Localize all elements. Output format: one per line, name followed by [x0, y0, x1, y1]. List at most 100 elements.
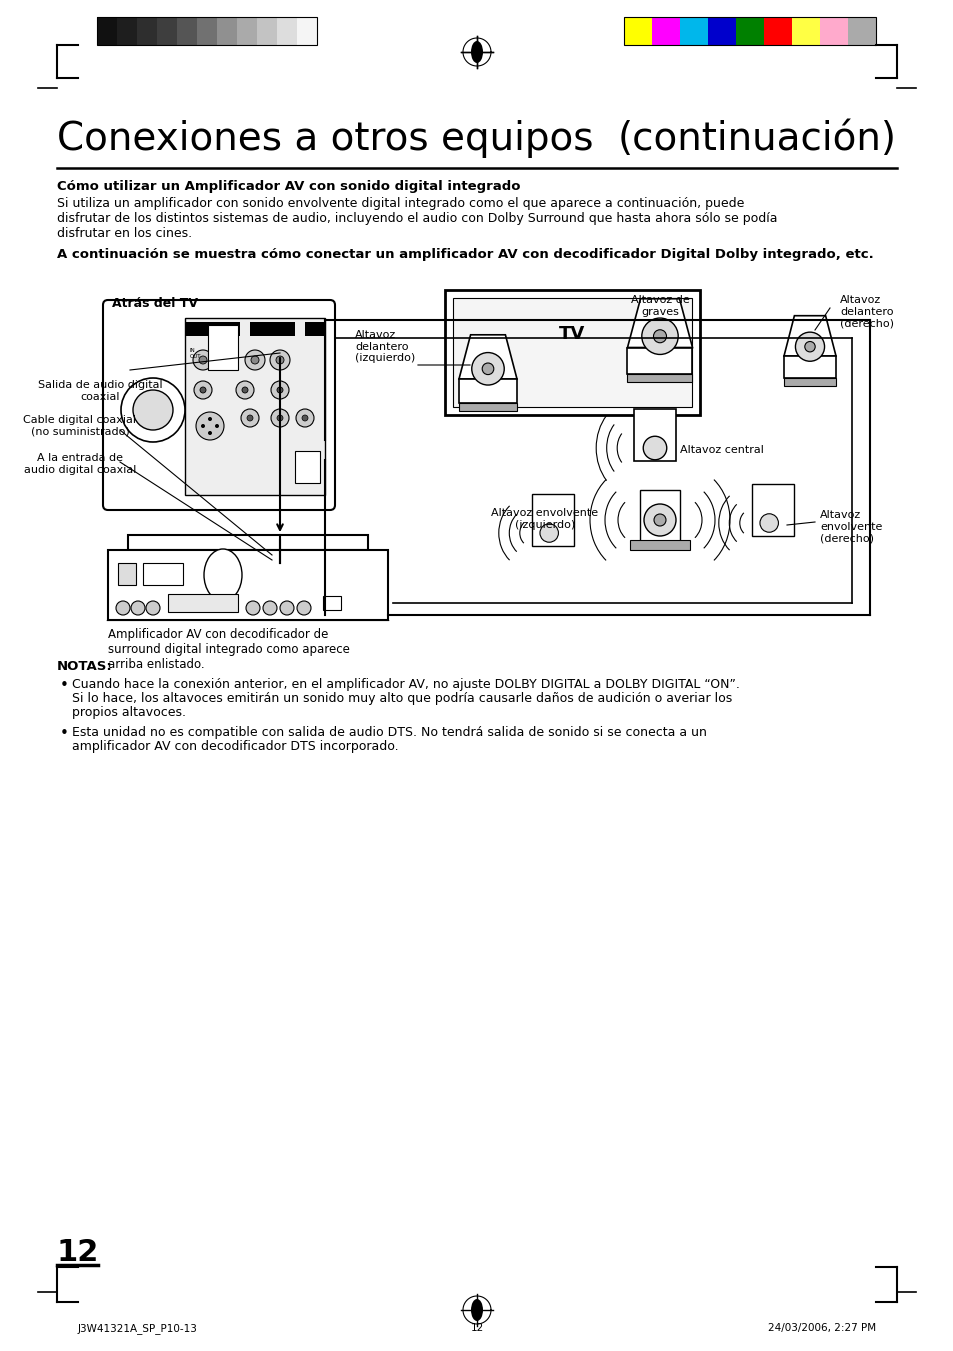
Bar	[763, 18, 791, 45]
Ellipse shape	[471, 41, 482, 63]
Bar	[623, 18, 651, 45]
Circle shape	[472, 353, 504, 385]
Text: Altavoz
envolvente
(derecho): Altavoz envolvente (derecho)	[820, 509, 882, 543]
Ellipse shape	[471, 1300, 482, 1321]
Bar	[752, 484, 794, 536]
Text: Altavoz envolvente
(izquierdo): Altavoz envolvente (izquierdo)	[491, 508, 598, 530]
Circle shape	[200, 386, 206, 393]
Circle shape	[795, 332, 823, 361]
Text: IN
OUT: IN OUT	[190, 349, 201, 359]
Text: Altavoz
delantero
(derecho): Altavoz delantero (derecho)	[840, 295, 893, 328]
Circle shape	[146, 601, 160, 615]
Circle shape	[295, 409, 314, 427]
Polygon shape	[108, 550, 388, 620]
Circle shape	[193, 381, 212, 399]
Text: Amplificador AV con decodificador de
surround digital integrado como aparece
arr: Amplificador AV con decodificador de sur…	[108, 628, 350, 671]
Circle shape	[214, 424, 219, 428]
Bar	[627, 374, 692, 382]
Text: Cuando hace la conexión anterior, en el amplificador AV, no ajuste DOLBY DIGITAL: Cuando hace la conexión anterior, en el …	[71, 678, 740, 690]
Circle shape	[223, 357, 231, 363]
Bar	[294, 451, 319, 484]
Polygon shape	[627, 347, 692, 374]
Circle shape	[271, 381, 289, 399]
Polygon shape	[458, 380, 517, 403]
Circle shape	[246, 601, 260, 615]
Circle shape	[641, 317, 678, 354]
Bar	[97, 18, 117, 45]
Bar	[117, 18, 137, 45]
Text: •: •	[60, 725, 69, 740]
Circle shape	[275, 357, 284, 363]
Circle shape	[804, 342, 815, 351]
Bar	[783, 378, 835, 385]
Circle shape	[121, 378, 185, 442]
Circle shape	[193, 350, 213, 370]
Text: 12: 12	[470, 1323, 483, 1333]
Bar	[679, 18, 707, 45]
Bar	[453, 299, 691, 407]
Circle shape	[643, 504, 676, 536]
Circle shape	[195, 412, 224, 440]
Bar	[137, 18, 157, 45]
Circle shape	[280, 601, 294, 615]
Circle shape	[201, 424, 205, 428]
Bar	[296, 18, 316, 45]
Circle shape	[302, 415, 308, 422]
Text: Esta unidad no es compatible con salida de audio DTS. No tendrá salida de sonido: Esta unidad no es compatible con salida …	[71, 725, 706, 739]
Text: Altavoz
delantero
(izquierdo): Altavoz delantero (izquierdo)	[355, 330, 415, 363]
Bar	[276, 18, 296, 45]
Circle shape	[131, 601, 145, 615]
Bar	[707, 18, 735, 45]
Bar	[208, 326, 237, 370]
Circle shape	[241, 409, 258, 427]
Bar	[791, 18, 820, 45]
Text: (continuación): (continuación)	[618, 120, 896, 158]
Polygon shape	[458, 335, 517, 380]
Text: Si utiliza un amplificador con sonido envolvente digital integrado como el que a: Si utiliza un amplificador con sonido en…	[57, 197, 743, 209]
Text: A continuación se muestra cómo conectar un amplificador AV con decodificador Dig: A continuación se muestra cómo conectar …	[57, 249, 873, 261]
Bar	[651, 18, 679, 45]
Bar	[735, 18, 763, 45]
Polygon shape	[128, 535, 368, 550]
Bar	[118, 563, 136, 585]
Text: Si lo hace, los altavoces emitirán un sonido muy alto que podría causarle daños : Si lo hace, los altavoces emitirán un so…	[71, 692, 732, 705]
Text: Conexiones a otros equipos: Conexiones a otros equipos	[57, 120, 593, 158]
Circle shape	[760, 513, 778, 532]
Text: •: •	[60, 678, 69, 693]
Text: Salida de audio digital
coaxial: Salida de audio digital coaxial	[38, 380, 162, 401]
Bar	[216, 18, 236, 45]
Circle shape	[276, 386, 283, 393]
Circle shape	[199, 357, 207, 363]
Text: propios altavoces.: propios altavoces.	[71, 707, 186, 719]
Circle shape	[481, 363, 494, 374]
Text: disfrutar de los distintos sistemas de audio, incluyendo el audio con Dolby Surr: disfrutar de los distintos sistemas de a…	[57, 212, 777, 226]
Circle shape	[271, 409, 289, 427]
Bar	[168, 594, 237, 612]
Bar	[157, 18, 177, 45]
Circle shape	[247, 415, 253, 422]
Circle shape	[251, 357, 258, 363]
Circle shape	[276, 553, 283, 558]
Text: 24/03/2006, 2:27 PM: 24/03/2006, 2:27 PM	[767, 1323, 875, 1333]
Circle shape	[245, 350, 265, 370]
Bar	[458, 403, 517, 411]
Circle shape	[132, 390, 172, 430]
Bar	[97, 18, 316, 45]
Polygon shape	[783, 316, 835, 357]
Text: A la entrada de
audio digital coaxial: A la entrada de audio digital coaxial	[24, 453, 136, 474]
Bar	[623, 18, 875, 45]
Text: TV: TV	[558, 326, 585, 343]
Bar	[305, 322, 325, 336]
FancyBboxPatch shape	[103, 300, 335, 509]
Circle shape	[272, 547, 288, 563]
Circle shape	[276, 415, 283, 422]
Bar	[143, 563, 183, 585]
Circle shape	[653, 330, 666, 343]
Circle shape	[642, 436, 666, 459]
Bar	[629, 540, 689, 550]
Bar	[185, 322, 240, 336]
Text: disfrutar en los cines.: disfrutar en los cines.	[57, 227, 192, 240]
Bar	[847, 18, 875, 45]
Polygon shape	[627, 299, 692, 347]
Circle shape	[216, 350, 236, 370]
